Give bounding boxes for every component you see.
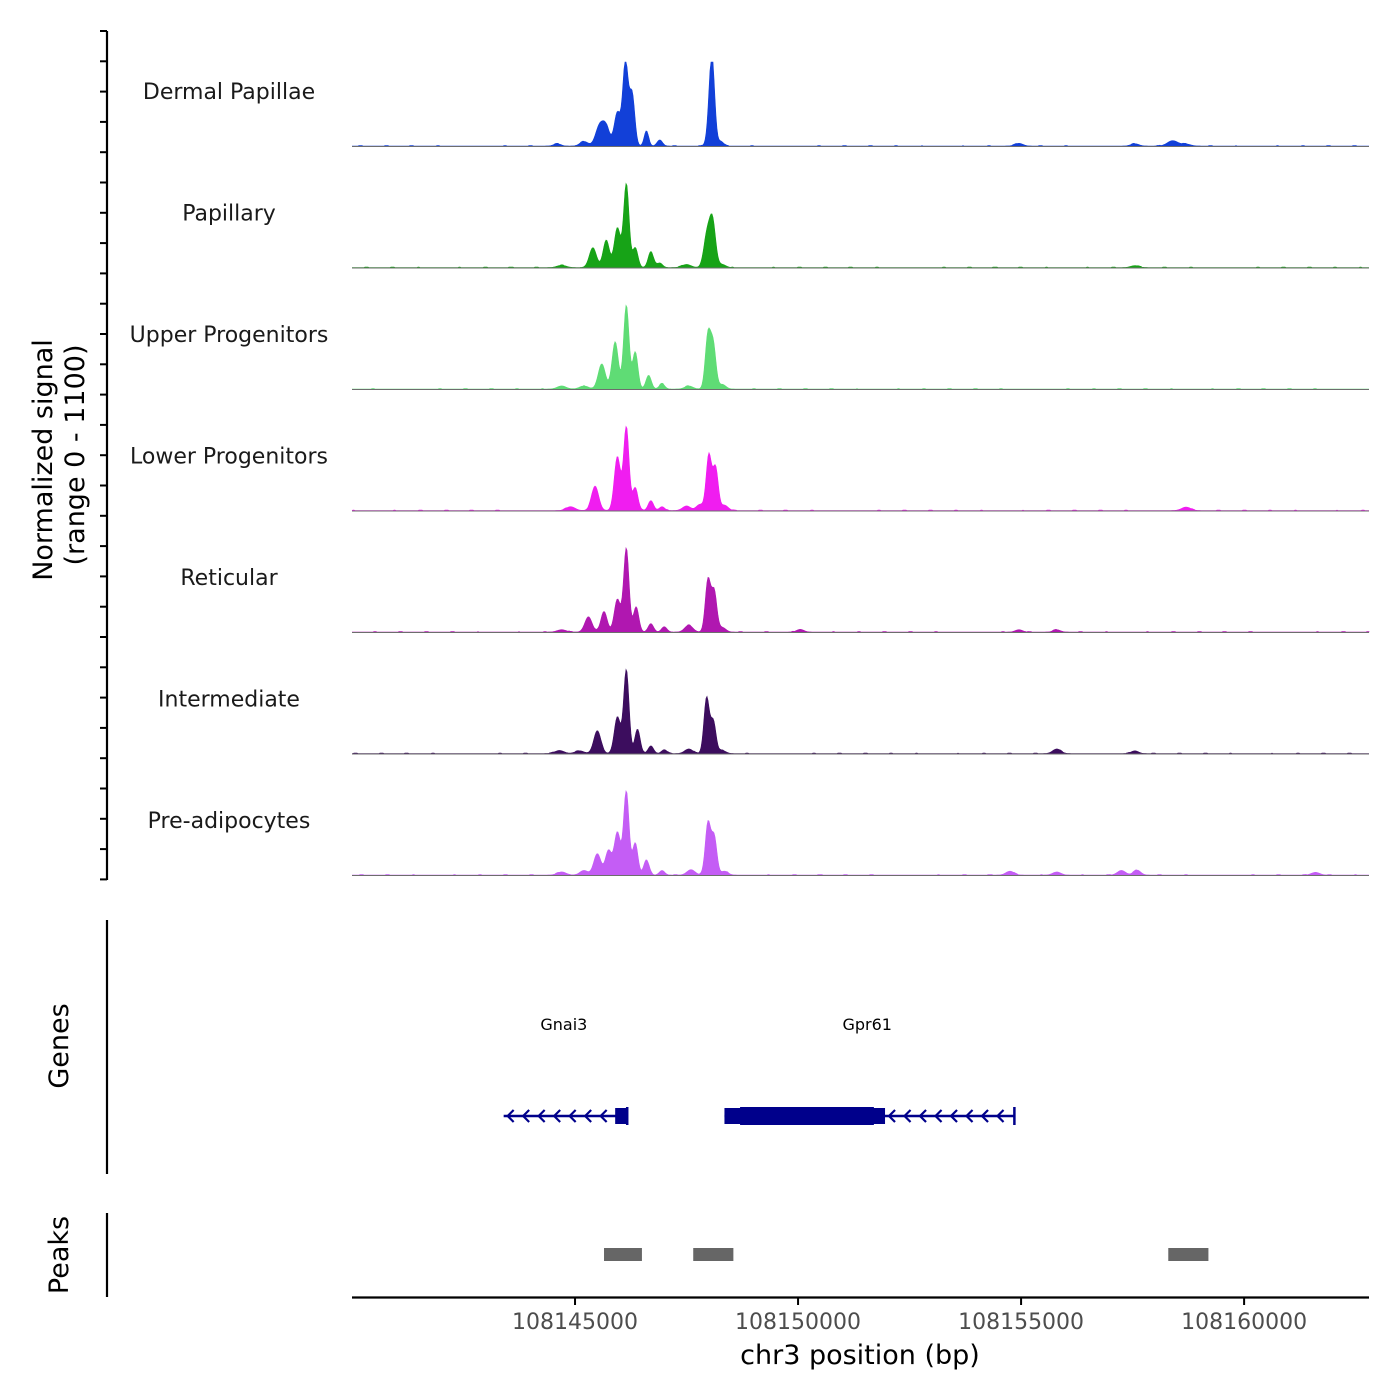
x-tick-label: 108145000 [512,1310,638,1335]
track-signal-area [351,425,1369,511]
gene-gnai3: Gnai3 [503,1015,629,1125]
track-upper-progenitors: Upper Progenitors [130,304,1369,390]
strand-arrow [506,1109,515,1123]
track-label: Upper Progenitors [130,323,329,348]
peak-region [604,1248,642,1261]
peak-regions [604,1248,1209,1261]
track-signal-area [352,304,1369,390]
track-signal-area [352,668,1369,754]
gene-models: Gnai3 Gpr61 [503,1015,1016,1125]
genes-axis-title: Genes [44,1003,75,1088]
x-tick-label: 108150000 [735,1310,861,1335]
track-signal-area [352,790,1369,876]
genes-panel: Genes Gnai3 Gpr61 [44,920,1016,1174]
gene-gpr61: Gpr61 [724,1015,1016,1125]
strand-arrow [902,1109,912,1123]
strand-arrow [568,1109,577,1123]
peak-region [1168,1248,1209,1261]
strand-arrow [521,1109,530,1123]
track-signal-area [352,182,1369,268]
track-lower-progenitors: Lower Progenitors [130,425,1369,512]
strand-arrow [887,1109,896,1123]
track-reticular: Reticular [180,546,1370,633]
signal-axis-range: (range 0 - 1100) [60,345,91,566]
track-papillary: Papillary [182,182,1369,269]
signal-axis-title: Normalized signal [28,339,59,581]
track-signal-area [352,546,1370,633]
strand-arrow [918,1109,927,1123]
strand-arrow [583,1109,592,1123]
peaks-panel: Peaks [44,1213,1209,1297]
signal-tracks: Dermal Papillae Papillary Upper Progenitor… [130,61,1370,876]
track-signal-area [352,61,1369,147]
track-label: Intermediate [158,688,300,713]
signal-axis-ticks [100,30,107,881]
strand-arrow [995,1109,1005,1123]
track-label: Dermal Papillae [143,80,315,105]
strand-arrow [949,1109,958,1123]
track-pre-adipocytes: Pre-adipocytes [148,790,1369,876]
x-axis-ticks: 108145000 108150000 108155000 108160000 [512,1298,1307,1335]
gene-cds [740,1107,874,1125]
x-axis-title: chr3 position (bp) [740,1340,980,1371]
x-tick-label: 108160000 [1181,1310,1307,1335]
strand-arrow [980,1109,989,1123]
gene-exon [615,1108,628,1124]
gene-label: Gpr61 [842,1015,892,1034]
track-label: Lower Progenitors [130,445,328,470]
peak-region [693,1248,734,1261]
peaks-axis-title: Peaks [44,1216,75,1294]
strand-arrow [599,1109,608,1123]
track-dermal-papillae: Dermal Papillae [143,61,1369,147]
strand-arrow [552,1109,561,1123]
gene-label: Gnai3 [540,1015,587,1034]
track-intermediate: Intermediate [158,668,1369,755]
x-axis: 108145000 108150000 108155000 108160000 chr… [352,1296,1369,1371]
strand-arrow [933,1109,943,1123]
x-tick-label: 108155000 [958,1310,1084,1335]
track-label: Reticular [180,566,278,591]
strand-arrow [964,1109,974,1123]
signal-axis [100,30,109,881]
track-label: Pre-adipocytes [148,809,311,834]
track-label: Papillary [182,202,276,227]
strand-arrow [537,1109,546,1123]
